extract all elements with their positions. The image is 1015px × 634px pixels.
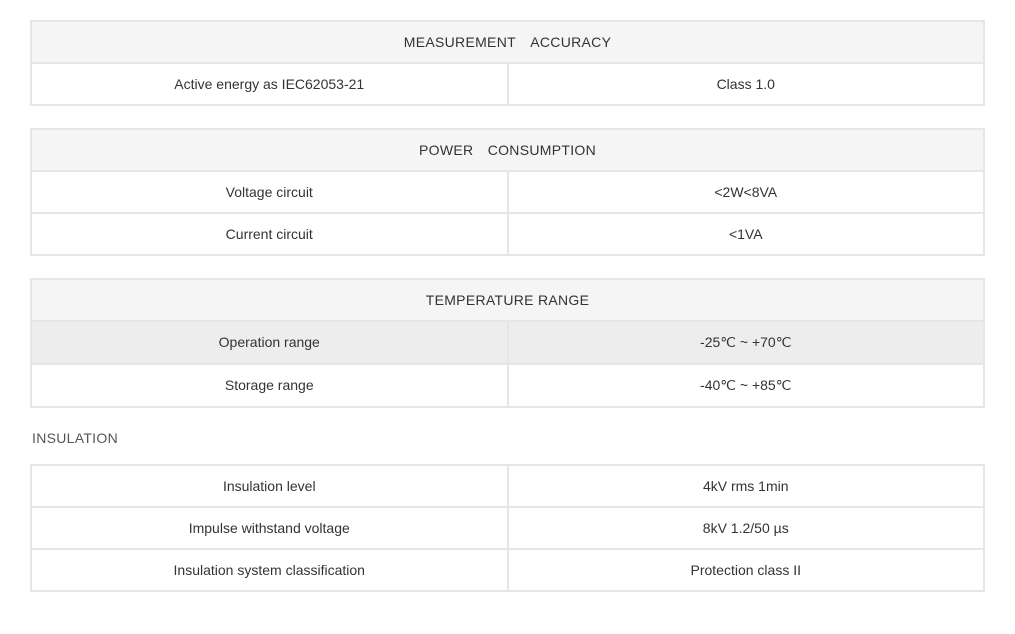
spec-value: 4kV rms 1min <box>508 465 985 507</box>
table-power-consumption: POWER CONSUMPTION Voltage circuit <2W<8V… <box>30 128 985 256</box>
table-row: Operation range -25℃ ~ +70℃ <box>31 321 984 364</box>
table-row: Impulse withstand voltage 8kV 1.2/50 µs <box>31 507 984 549</box>
table-temperature-range: TEMPERATURE RANGE Operation range -25℃ ~… <box>30 278 985 408</box>
table-row: Insulation system classification Protect… <box>31 549 984 591</box>
section-insulation: INSULATION Insulation level 4kV rms 1min… <box>30 430 985 592</box>
spec-value: Protection class II <box>508 549 985 591</box>
section-title: INSULATION <box>30 430 985 446</box>
spec-value: 8kV 1.2/50 µs <box>508 507 985 549</box>
spec-label: Storage range <box>31 364 508 407</box>
table-row: Voltage circuit <2W<8VA <box>31 171 984 213</box>
table-insulation: Insulation level 4kV rms 1min Impulse wi… <box>30 464 985 592</box>
spec-value: -25℃ ~ +70℃ <box>508 321 985 364</box>
spec-label: Active energy as IEC62053-21 <box>31 63 508 105</box>
spec-label: Current circuit <box>31 213 508 255</box>
spec-label: Insulation level <box>31 465 508 507</box>
spec-value: <1VA <box>508 213 985 255</box>
spec-label: Insulation system classification <box>31 549 508 591</box>
table-measurement-accuracy: MEASUREMENT ACCURACY Active energy as IE… <box>30 20 985 106</box>
table-header: MEASUREMENT ACCURACY <box>31 21 984 63</box>
table-row: Active energy as IEC62053-21 Class 1.0 <box>31 63 984 105</box>
table-row: Insulation level 4kV rms 1min <box>31 465 984 507</box>
spec-label: Voltage circuit <box>31 171 508 213</box>
spec-value: <2W<8VA <box>508 171 985 213</box>
table-row: Current circuit <1VA <box>31 213 984 255</box>
spec-label: Impulse withstand voltage <box>31 507 508 549</box>
spec-value: -40℃ ~ +85℃ <box>508 364 985 407</box>
table-row: Storage range -40℃ ~ +85℃ <box>31 364 984 407</box>
section-measurement-accuracy: MEASUREMENT ACCURACY Active energy as IE… <box>30 20 985 106</box>
section-temperature-range: TEMPERATURE RANGE Operation range -25℃ ~… <box>30 278 985 408</box>
table-header: POWER CONSUMPTION <box>31 129 984 171</box>
section-power-consumption: POWER CONSUMPTION Voltage circuit <2W<8V… <box>30 128 985 256</box>
spec-value: Class 1.0 <box>508 63 985 105</box>
spec-label: Operation range <box>31 321 508 364</box>
table-header: TEMPERATURE RANGE <box>31 279 984 321</box>
